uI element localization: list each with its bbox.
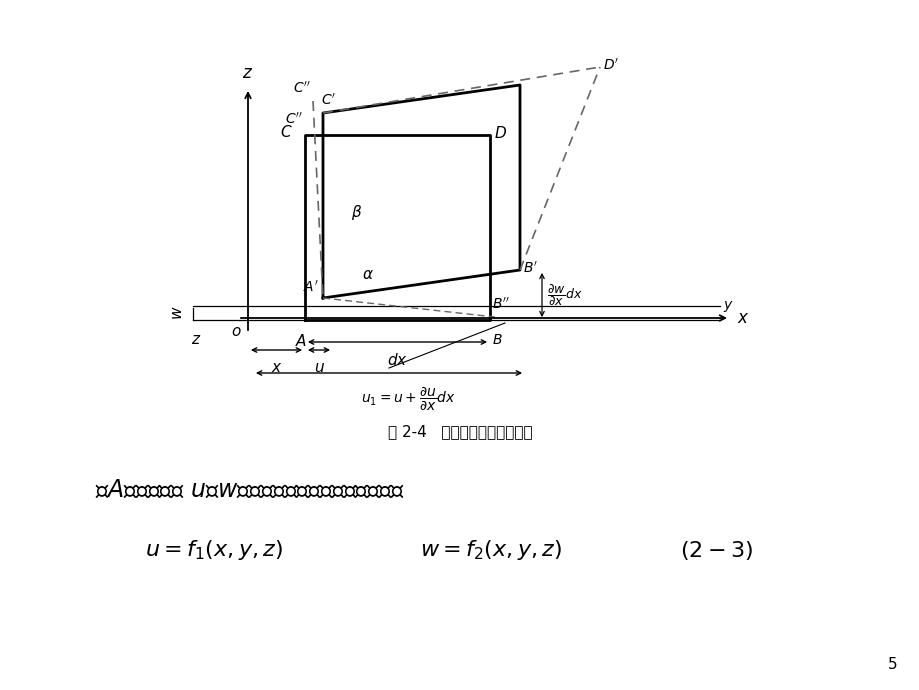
Text: $\beta$: $\beta$ [351, 204, 362, 222]
Text: $\dfrac{\partial w}{\partial x}dx$: $\dfrac{\partial w}{\partial x}dx$ [547, 282, 582, 308]
Text: $A$: $A$ [295, 333, 307, 349]
Text: $B$: $B$ [492, 333, 502, 347]
Text: $w$: $w$ [170, 306, 186, 320]
Text: $u_1 = u + \dfrac{\partial u}{\partial x}dx$: $u_1 = u + \dfrac{\partial u}{\partial x… [361, 385, 456, 413]
Text: $u$: $u$ [313, 360, 324, 375]
Text: $B''$: $B''$ [492, 297, 509, 312]
Text: $\alpha$: $\alpha$ [362, 267, 373, 282]
Text: $z$: $z$ [190, 332, 201, 347]
Text: $C''$: $C''$ [285, 112, 302, 127]
Text: $dx$: $dx$ [387, 352, 407, 368]
Text: $x$: $x$ [736, 309, 749, 327]
Text: $C$: $C$ [280, 124, 292, 140]
Text: $y$: $y$ [722, 299, 733, 313]
Text: 5: 5 [888, 657, 897, 672]
Text: 设$A$点的位移是 $u$，$w$，它们是坐标的函数，因此有：: 设$A$点的位移是 $u$，$w$，它们是坐标的函数，因此有： [95, 478, 404, 502]
Text: $C'$: $C'$ [321, 92, 335, 108]
Text: $D'$: $D'$ [602, 57, 618, 72]
Text: $w = f_2(x, y, z)$: $w = f_2(x, y, z)$ [420, 538, 562, 562]
Text: $z$: $z$ [243, 64, 254, 82]
Text: 图 2-4   应变和位移关系示意图: 图 2-4 应变和位移关系示意图 [387, 424, 532, 440]
Text: $C''$: $C''$ [293, 81, 311, 96]
Text: $u = f_1(x, y, z)$: $u = f_1(x, y, z)$ [145, 538, 283, 562]
Text: $D$: $D$ [494, 125, 506, 141]
Text: $A'$: $A'$ [303, 280, 319, 295]
Text: $o$: $o$ [231, 324, 241, 339]
Text: $(2-3)$: $(2-3)$ [679, 538, 753, 562]
Text: $B'$: $B'$ [522, 260, 538, 275]
Text: $x$: $x$ [270, 360, 282, 375]
